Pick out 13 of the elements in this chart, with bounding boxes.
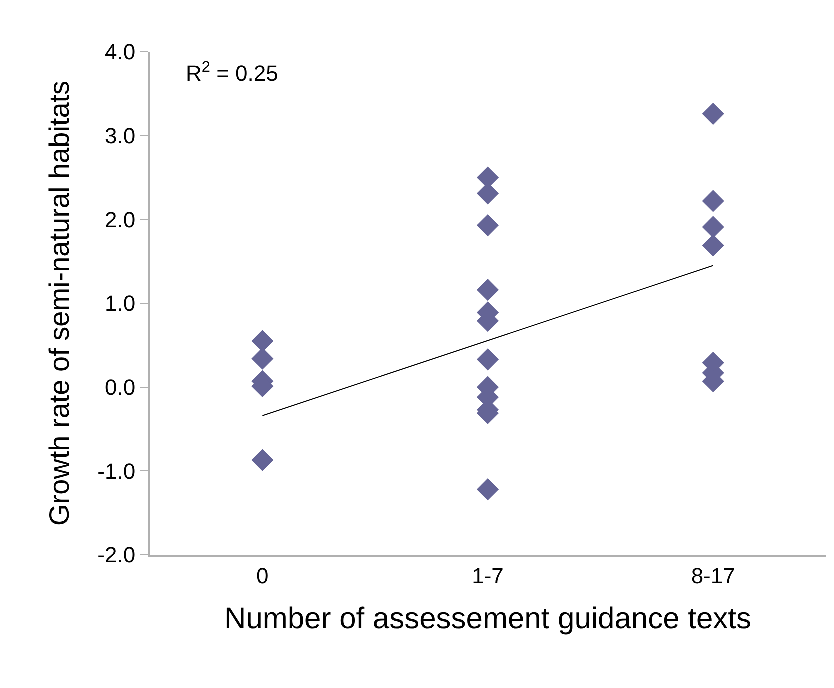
x-tick-label: 1-7 (472, 563, 504, 588)
x-axis-title: Number of assessement guidance texts (224, 602, 752, 636)
y-tick-label: 4.0 (105, 40, 136, 65)
y-tick-label: 1.0 (105, 291, 136, 316)
y-tick-label: -1.0 (98, 458, 136, 484)
y-axis-title: Growth rate of semi-natural habitats (44, 80, 75, 526)
annotation: R$^{2}$ = 0.25 (186, 59, 278, 86)
y-tick-label: -2.0 (98, 542, 136, 568)
y-tick-label: 2.0 (105, 207, 136, 232)
y-tick-label: 0.0 (105, 375, 136, 400)
x-tick-label: 0 (256, 563, 269, 588)
x-tick-label: 8-17 (691, 563, 736, 588)
y-tick-label: 3.0 (105, 124, 136, 149)
